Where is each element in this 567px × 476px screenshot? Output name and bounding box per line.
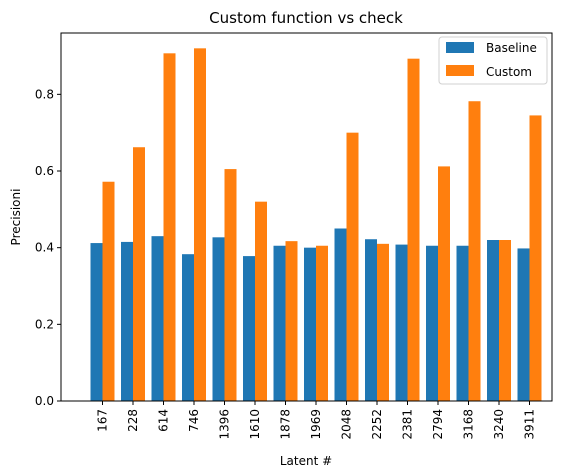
x-tick-label: 167 <box>96 409 110 432</box>
bar-custom-1878 <box>285 241 298 401</box>
x-axis-label: Latent # <box>280 454 332 468</box>
bar-baseline-1878 <box>273 245 286 401</box>
bar-baseline-228 <box>121 241 133 401</box>
plot-frame <box>60 32 553 402</box>
bar-custom-1396 <box>224 169 237 401</box>
bar-custom-3240 <box>499 240 511 401</box>
bar-custom-3911 <box>529 115 542 402</box>
x-tick-label: 2381 <box>401 409 415 440</box>
x-tick-label: 1610 <box>248 409 262 440</box>
legend-label-custom: Custom <box>486 65 532 79</box>
x-tick-label: 3168 <box>462 409 476 440</box>
bar-baseline-746 <box>182 254 194 401</box>
y-tick-label: 0.8 <box>35 87 54 101</box>
x-tick-label: 746 <box>187 409 201 432</box>
x-tick-label: 3240 <box>492 409 506 440</box>
x-axis-ticks: 167 228 614 746 1396 1610 1878 1969 2048 2252 2381… <box>96 401 537 440</box>
bar-baseline-1396 <box>212 237 225 401</box>
bar-custom-228 <box>133 147 145 401</box>
x-tick-label: 1396 <box>218 409 232 440</box>
bar-baseline-2381 <box>395 244 408 401</box>
bar-baseline-3168 <box>456 245 469 401</box>
bar-custom-2794 <box>438 166 450 401</box>
x-tick-label: 1969 <box>309 409 323 440</box>
bar-baseline-1610 <box>243 256 255 401</box>
y-axis-label: Precisioni <box>9 189 23 246</box>
legend-swatch-custom <box>446 65 474 76</box>
y-tick-label: 0.6 <box>35 164 54 178</box>
bar-baseline-2794 <box>426 245 438 401</box>
bar-custom-746 <box>194 48 206 401</box>
x-tick-label: 3911 <box>523 409 537 440</box>
bar-custom-3168 <box>468 101 481 401</box>
chart-title: Custom function vs check <box>209 9 403 27</box>
bar-baseline-2252 <box>365 239 377 401</box>
x-tick-label: 614 <box>157 409 171 432</box>
bar-custom-614 <box>163 53 176 402</box>
x-tick-label: 2794 <box>431 409 445 440</box>
bars-group <box>90 48 542 402</box>
x-tick-label: 228 <box>126 409 140 432</box>
y-tick-label: 0.4 <box>35 241 54 255</box>
bar-baseline-3240 <box>487 240 499 401</box>
x-tick-label: 1878 <box>279 409 293 440</box>
bar-custom-1969 <box>316 245 328 401</box>
y-tick-label: 0.0 <box>35 394 54 408</box>
bar-baseline-2048 <box>334 228 347 401</box>
bar-baseline-167 <box>90 243 103 401</box>
bar-custom-2252 <box>377 243 389 401</box>
bar-custom-167 <box>102 181 115 401</box>
x-tick-label: 2252 <box>370 409 384 440</box>
y-tick-label: 0.2 <box>35 317 54 331</box>
bar-custom-1610 <box>255 201 267 401</box>
bar-baseline-1969 <box>304 247 316 401</box>
legend-label-baseline: Baseline <box>486 41 537 55</box>
bar-baseline-3911 <box>517 248 530 401</box>
y-axis-ticks: 0.0 0.2 0.4 0.6 0.8 <box>35 87 61 408</box>
legend: Baseline Custom <box>438 36 548 85</box>
bar-custom-2381 <box>407 58 420 401</box>
bar-custom-2048 <box>346 132 359 401</box>
x-tick-label: 2048 <box>340 409 354 440</box>
bar-baseline-614 <box>151 236 164 401</box>
legend-swatch-baseline <box>446 42 474 53</box>
